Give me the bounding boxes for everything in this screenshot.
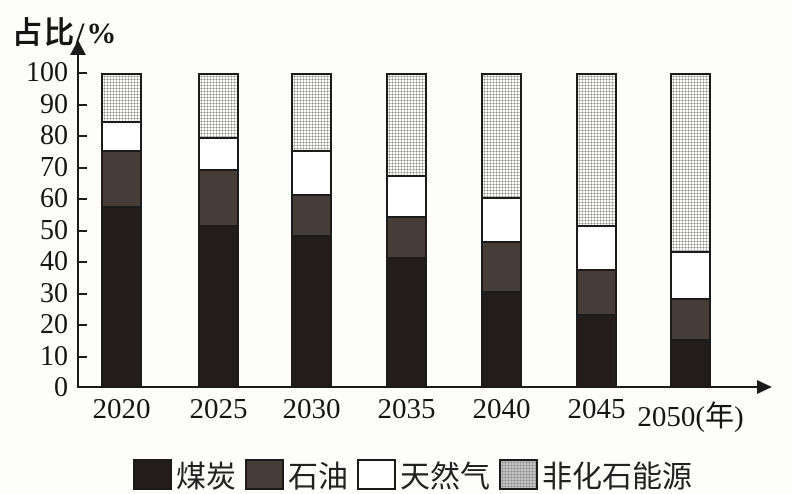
stacked-bar-2035: [386, 73, 427, 388]
y-tick-30: [78, 292, 87, 295]
y-tick-label-30: 30: [40, 277, 68, 309]
x-label-2040: 2040: [472, 393, 531, 425]
segment-2030-天然气: [291, 149, 332, 196]
segment-2040-石油: [481, 241, 522, 294]
segment-2050-煤炭: [670, 338, 711, 388]
segment-2020-天然气: [101, 121, 142, 152]
x-label-2045: 2045: [567, 393, 626, 425]
stacked-bar-2050: [670, 73, 711, 388]
segment-2035-非化石能源: [386, 73, 427, 177]
segment-2050-天然气: [670, 250, 711, 300]
legend-swatch-非化石能源: [499, 458, 538, 490]
y-tick-10: [78, 355, 87, 358]
y-tick-70: [78, 166, 87, 169]
segment-2035-石油: [386, 215, 427, 259]
y-tick-100: [78, 72, 87, 74]
y-tick-label-100: 100: [26, 57, 68, 88]
y-axis-title: 占比/%: [12, 17, 119, 50]
segment-2040-非化石能源: [481, 73, 522, 199]
y-tick-label-60: 60: [40, 183, 68, 214]
stacked-bar-2020: [101, 73, 142, 388]
y-axis-arrow-icon: [70, 40, 86, 55]
segment-2045-石油: [576, 269, 617, 316]
segment-2040-天然气: [481, 197, 522, 244]
legend-label-天然气: 天然气: [400, 461, 490, 494]
legend-label-煤炭: 煤炭: [176, 461, 236, 494]
stacked-bar-2045: [576, 73, 617, 388]
legend-item-天然气: 天然气: [357, 452, 490, 494]
segment-2025-煤炭: [198, 225, 239, 388]
segment-2045-天然气: [576, 225, 617, 272]
segment-2045-非化石能源: [576, 73, 617, 228]
segment-2045-煤炭: [576, 313, 617, 388]
legend-item-石油: 石油: [245, 452, 348, 494]
y-tick-90: [78, 103, 87, 106]
segment-2050-石油: [670, 297, 711, 341]
y-tick-label-70: 70: [40, 151, 68, 183]
y-tick-80: [78, 135, 87, 137]
y-tick-40: [78, 261, 87, 263]
segment-2020-石油: [101, 149, 142, 209]
y-tick-label-80: 80: [40, 120, 68, 151]
segment-2020-非化石能源: [101, 73, 142, 124]
y-axis-line: [77, 52, 79, 388]
stacked-bar-2025: [198, 73, 239, 388]
segment-2030-煤炭: [291, 234, 332, 388]
x-label-2025: 2025: [189, 393, 248, 425]
legend-swatch-石油: [245, 458, 284, 490]
x-label-2035: 2035: [377, 393, 436, 425]
legend: 煤炭 石油 天然气 非化石能源: [133, 452, 701, 494]
segment-2025-非化石能源: [198, 73, 239, 140]
segment-2035-煤炭: [386, 256, 427, 388]
y-tick-label-50: 50: [40, 214, 68, 246]
stacked-bar-2030: [291, 73, 332, 388]
segment-2040-煤炭: [481, 291, 522, 388]
segment-2035-天然气: [386, 174, 427, 218]
legend-swatch-煤炭: [133, 458, 172, 490]
y-tick-label-90: 90: [40, 88, 68, 120]
x-label-2030: 2030: [282, 393, 341, 425]
segment-2030-石油: [291, 193, 332, 237]
stacked-bar-2040: [481, 73, 522, 388]
y-tick-20: [78, 324, 87, 326]
y-tick-label-10: 10: [40, 340, 68, 372]
y-tick-label-40: 40: [40, 246, 68, 277]
x-label-2020: 2020: [92, 393, 151, 425]
x-axis-arrow-icon: [757, 380, 772, 394]
y-tick-50: [78, 229, 87, 232]
y-tick-label-20: 20: [40, 309, 68, 340]
legend-item-非化石能源: 非化石能源: [499, 452, 692, 494]
segment-2030-非化石能源: [291, 73, 332, 152]
y-tick-label-0: 0: [54, 372, 68, 403]
legend-label-非化石能源: 非化石能源: [542, 461, 692, 494]
legend-swatch-天然气: [357, 458, 396, 490]
segment-2025-石油: [198, 168, 239, 228]
legend-item-煤炭: 煤炭: [133, 452, 236, 494]
y-tick-60: [78, 198, 87, 200]
segment-2020-煤炭: [101, 206, 142, 388]
x-label-2050: 2050(年): [637, 401, 744, 433]
segment-2050-非化石能源: [670, 73, 711, 253]
segment-2025-天然气: [198, 137, 239, 171]
legend-label-石油: 石油: [288, 461, 348, 494]
